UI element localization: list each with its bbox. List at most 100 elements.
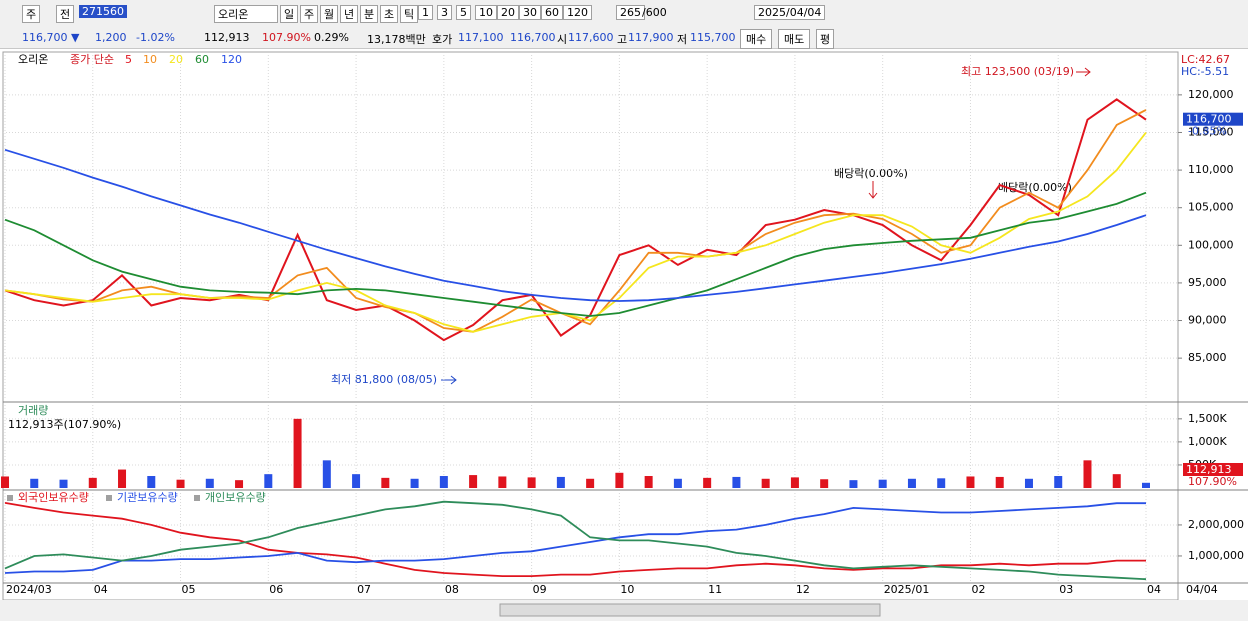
quote-bar: 116,700 ▼ 1,200 -1.02% 112,913 107.90% 0… xyxy=(0,28,1248,49)
x-tick-label: 09 xyxy=(533,583,547,596)
total: /600 xyxy=(642,6,667,19)
scroll-thumb[interactable] xyxy=(499,603,881,617)
volume-bar xyxy=(498,476,507,488)
arrow xyxy=(441,375,457,385)
volume-bar xyxy=(995,476,1004,488)
last-change: -0.85% xyxy=(1188,125,1227,138)
count[interactable]: 265 xyxy=(616,5,645,20)
turnover: 0.29% xyxy=(314,31,349,44)
volume-bar xyxy=(235,480,244,488)
high-label: 고 xyxy=(617,33,628,46)
buy-button[interactable]: 매수 xyxy=(740,29,773,49)
x-tick-label: 03 xyxy=(1059,583,1073,596)
period[interactable]: 주 xyxy=(22,5,41,23)
price: 116,700 ▼ xyxy=(22,31,80,44)
volume-bar xyxy=(673,478,682,488)
x-tick-label: 02 xyxy=(971,583,985,596)
volume-bar xyxy=(410,478,419,488)
x-tick-label: 10 xyxy=(620,583,634,596)
open-label: 시 xyxy=(557,33,568,46)
hc: HC:-5.51 xyxy=(1181,65,1229,78)
volume-bar xyxy=(1083,460,1092,488)
volume-bar xyxy=(147,476,156,488)
change: 1,200 xyxy=(95,31,127,44)
prev[interactable]: 전 xyxy=(56,5,75,23)
volume-bar xyxy=(703,477,712,488)
sell-button[interactable]: 매도 xyxy=(778,29,811,49)
avg-button[interactable]: 평 xyxy=(816,29,835,49)
interval-button[interactable]: 120 xyxy=(563,5,592,20)
interval-button[interactable]: 10 xyxy=(475,5,497,20)
interval-button[interactable]: 5 xyxy=(456,5,471,20)
y-tick-label: 120,000 xyxy=(1188,88,1234,101)
interval-button[interactable]: 3 xyxy=(437,5,452,20)
stock-name[interactable]: 오리온 xyxy=(214,5,278,23)
volume-bar xyxy=(556,476,565,488)
volume-bar xyxy=(1142,482,1150,488)
x-tick-label: 04 xyxy=(94,583,108,596)
volume-bar xyxy=(322,460,331,488)
legend-entry: 120 xyxy=(221,53,242,66)
series-line xyxy=(4,502,1146,577)
last-volume-pct: 107.90% xyxy=(1188,475,1237,488)
interval-button[interactable]: 년 xyxy=(340,5,359,23)
interval-button[interactable]: 초 xyxy=(380,5,399,23)
legend-entry: 60 xyxy=(195,53,209,66)
legend-prefix: 종가 단순 xyxy=(70,53,114,66)
x-tick-label: 2024/03 xyxy=(6,583,52,596)
end-label: 04/04 xyxy=(1186,583,1218,596)
volume-bar xyxy=(615,472,624,488)
volume-bar xyxy=(118,469,127,488)
ask: 117,100 xyxy=(458,31,504,44)
interval-button[interactable]: 주 xyxy=(300,5,319,23)
bid: 116,700 xyxy=(510,31,556,44)
interval-button[interactable]: 20 xyxy=(497,5,519,20)
panel-title: 오리온 xyxy=(18,53,48,66)
volume-bar xyxy=(907,478,916,488)
arrow xyxy=(868,181,878,199)
volume-bar xyxy=(264,474,273,488)
y-tick-label: 1,000,000 xyxy=(1188,549,1244,562)
interval-button[interactable]: 60 xyxy=(541,5,563,20)
change-pct: -1.02% xyxy=(136,31,175,44)
y-tick-label: 1,000K xyxy=(1188,435,1227,448)
interval-button[interactable]: 1 xyxy=(418,5,433,20)
interval-button[interactable]: 분 xyxy=(360,5,379,23)
x-tick-label: 2025/01 xyxy=(884,583,930,596)
legend-entry: 개인보유수량 xyxy=(205,491,266,504)
y-tick-label: 90,000 xyxy=(1188,314,1227,327)
volume-bar xyxy=(1054,476,1063,488)
volume-bar xyxy=(586,478,595,488)
date[interactable]: 2025/04/04 xyxy=(754,5,826,20)
y-tick-label: 100,000 xyxy=(1188,238,1234,251)
last-volume-box xyxy=(1183,463,1243,476)
x-tick-label: 07 xyxy=(357,583,371,596)
y-tick-label: 2,000,000 xyxy=(1188,518,1244,531)
legend-swatch xyxy=(194,495,200,501)
legend-swatch xyxy=(106,495,112,501)
series-line xyxy=(4,98,1147,342)
interval-button[interactable]: 30 xyxy=(519,5,541,20)
volume: 112,913 xyxy=(204,31,250,44)
series-line xyxy=(4,148,1147,302)
interval-button[interactable]: 일 xyxy=(280,5,299,23)
ask-label: 호가 xyxy=(432,33,453,46)
volume-bar xyxy=(205,478,214,488)
series-line xyxy=(4,131,1147,333)
volume-bar xyxy=(790,477,799,488)
interval-button[interactable]: 틱 xyxy=(400,5,419,23)
x-tick-label: 11 xyxy=(708,583,722,596)
volume-bar xyxy=(527,477,536,488)
legend-entry: 기관보유수량 xyxy=(117,491,178,504)
interval-button[interactable]: 월 xyxy=(320,5,339,23)
volume-bar xyxy=(381,477,390,488)
code[interactable]: 271560 xyxy=(79,5,127,18)
open: 117,600 xyxy=(568,31,614,44)
x-tick-label: 12 xyxy=(796,583,810,596)
x-tick-label: 06 xyxy=(269,583,283,596)
volume-bar xyxy=(59,479,68,488)
volume-bar xyxy=(937,478,946,488)
low: 115,700 xyxy=(690,31,736,44)
